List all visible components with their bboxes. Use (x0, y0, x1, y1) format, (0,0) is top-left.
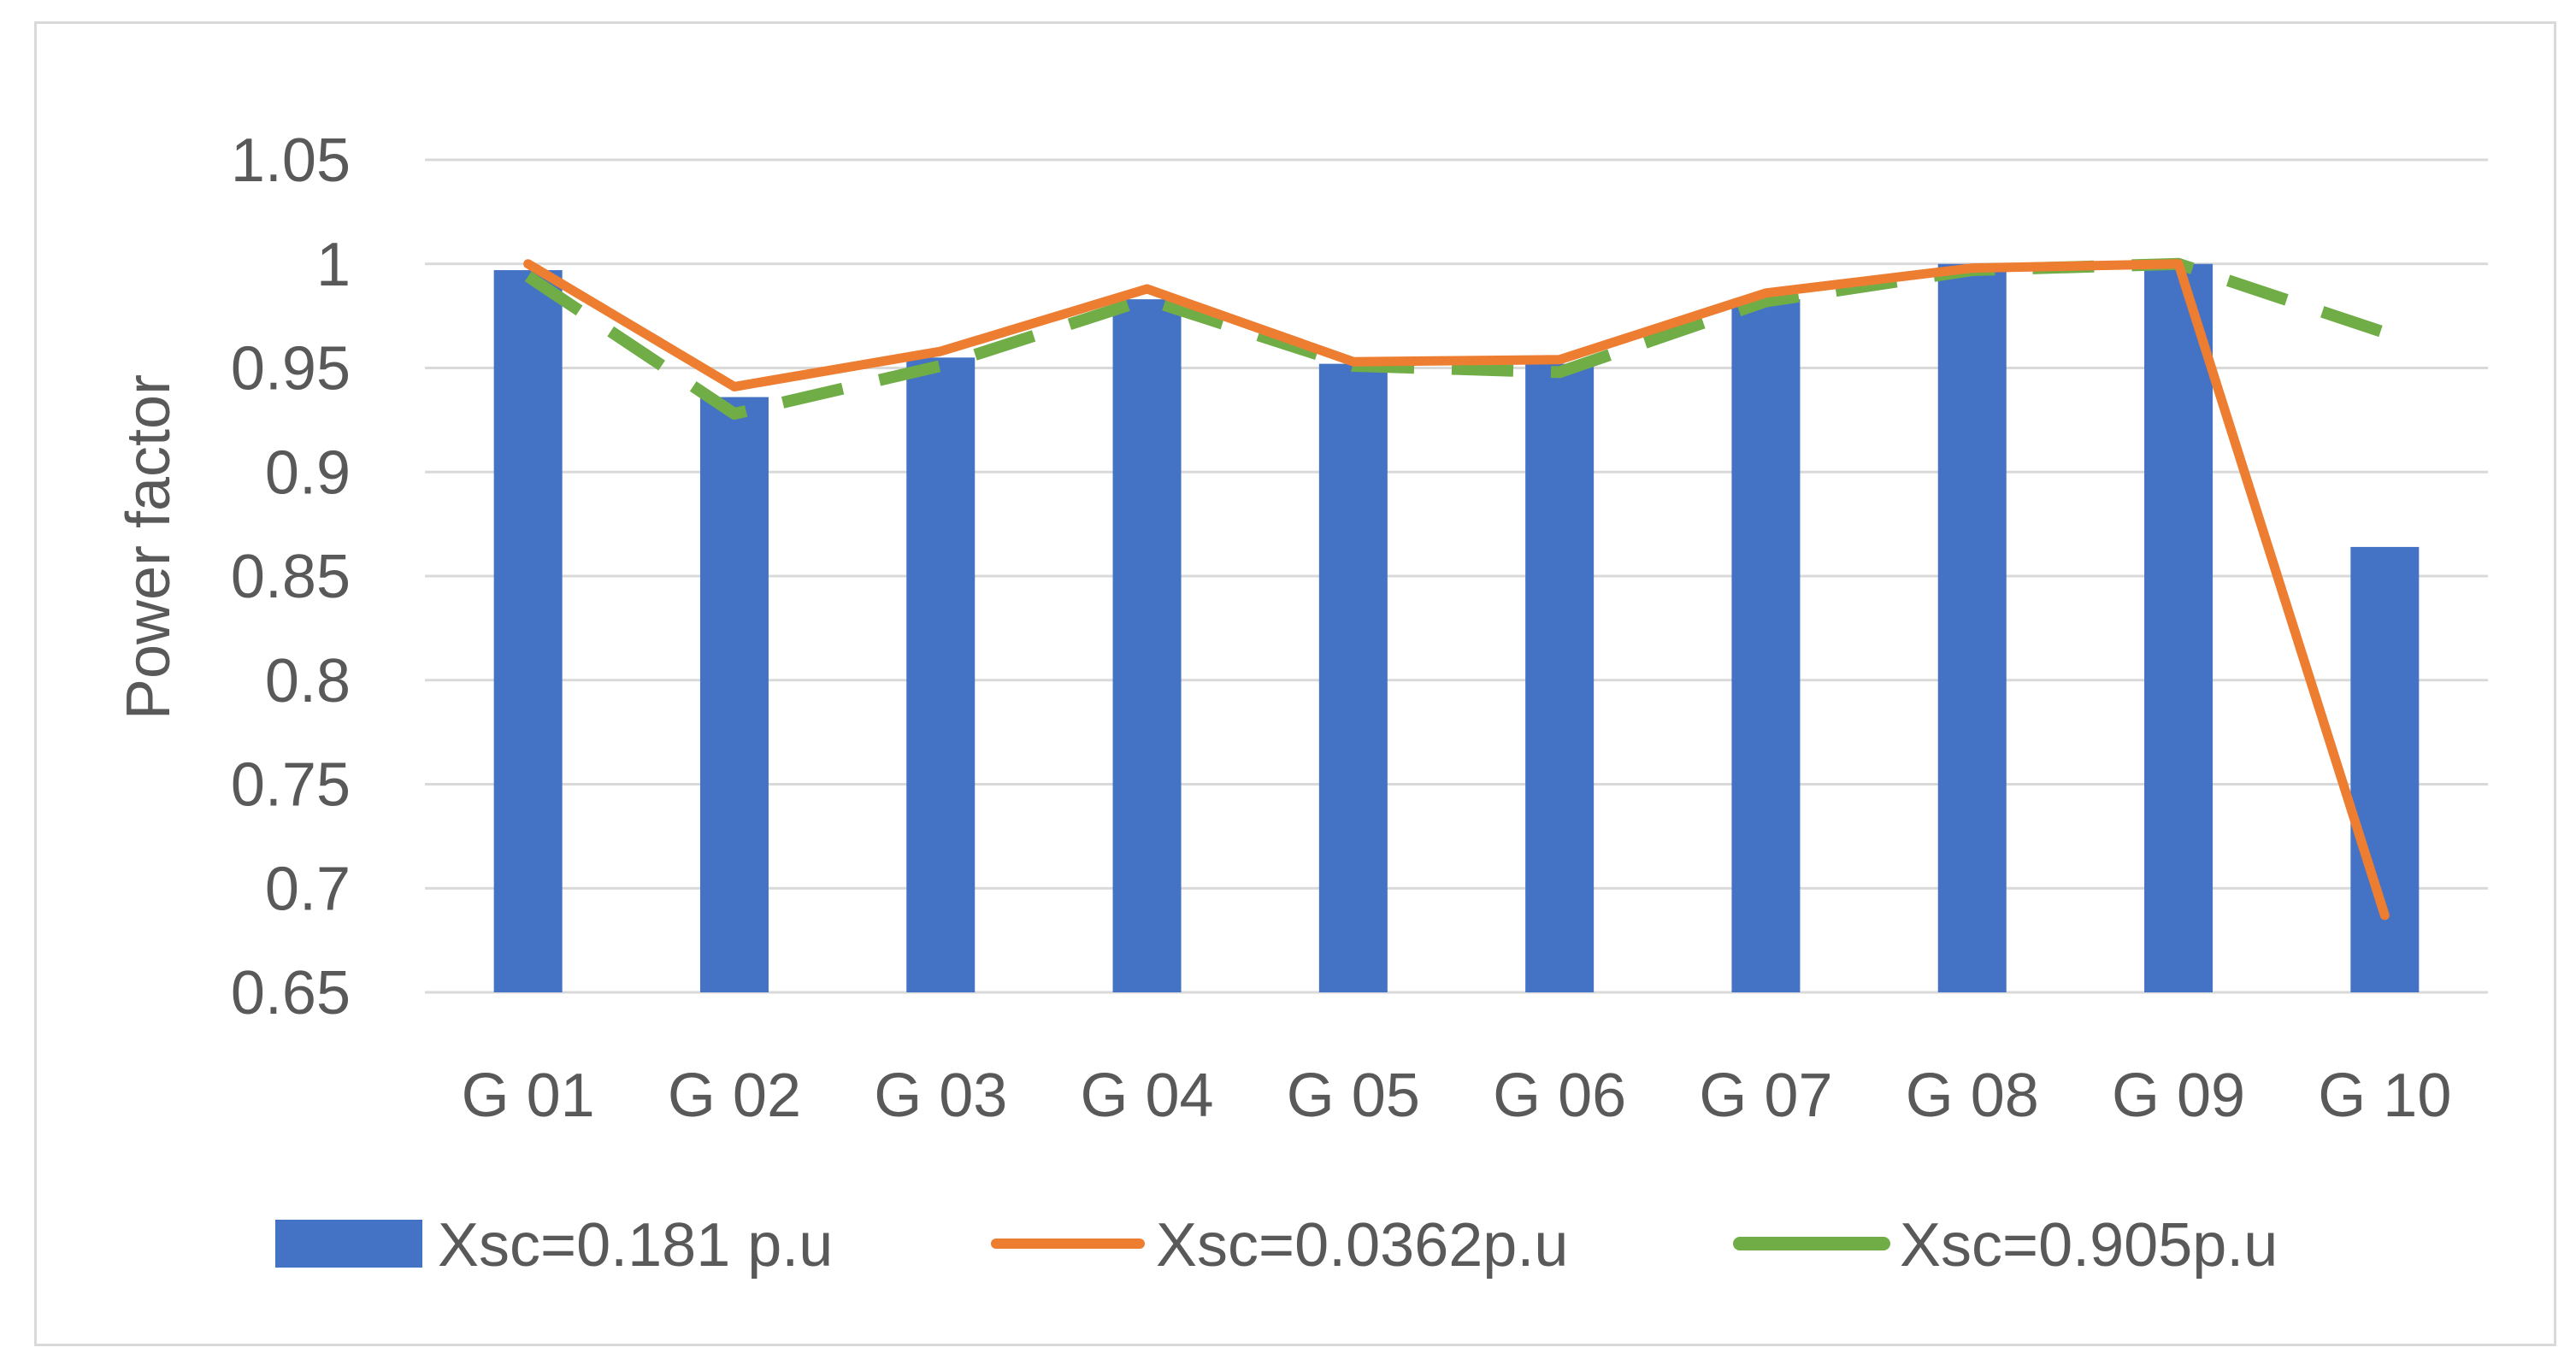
y-tick-label: 0.65 (231, 959, 351, 1027)
bar (1937, 263, 2007, 992)
bar (1318, 363, 1388, 992)
line-series (523, 257, 2390, 921)
chart-frame (34, 21, 2556, 1346)
x-tick-label: G 04 (1081, 1062, 1214, 1130)
y-tick-label: 0.8 (265, 647, 351, 715)
y-tick-label: 0.7 (265, 855, 351, 923)
legend-label: Xsc=0.905p.u (1900, 1211, 2278, 1280)
x-tick-label: G 05 (1287, 1062, 1420, 1130)
bar (2350, 546, 2420, 992)
bar (906, 357, 976, 992)
legend-swatch (275, 1220, 422, 1268)
x-axis-ticks: G 01 G 02 G 03 G 04 G 05 G 06 G 07 G 08 G 09 G 10 (462, 1062, 2452, 1130)
y-tick-label: 0.75 (231, 751, 351, 820)
bar (493, 270, 563, 992)
bar (1525, 363, 1595, 992)
bar (1112, 299, 1182, 992)
bar-series (493, 263, 2420, 993)
y-axis-title: Power factor (115, 374, 183, 720)
y-tick-label: 0.85 (231, 543, 351, 611)
x-tick-label: G 08 (1906, 1062, 2039, 1130)
legend: Xsc=0.181 p.u Xsc=0.0362p.u Xsc=0.905p.u (275, 1211, 2278, 1280)
bar (699, 397, 769, 993)
grid-layer (425, 158, 2488, 994)
y-tick-label: 1 (316, 231, 351, 299)
legend-label: Xsc=0.0362p.u (1156, 1211, 1568, 1280)
bar (1731, 299, 1801, 992)
y-tick-label: 0.95 (231, 335, 351, 403)
legend-label: Xsc=0.181 p.u (438, 1211, 833, 1280)
y-axis-ticks: 0.65 0.7 0.75 0.8 0.85 0.9 0.95 1 1.05 (231, 126, 351, 1027)
x-tick-label: G 07 (1699, 1062, 1832, 1130)
y-tick-label: 0.9 (265, 438, 351, 507)
bar (2144, 263, 2213, 992)
x-tick-label: G 06 (1493, 1062, 1626, 1130)
x-tick-label: G 09 (2112, 1062, 2245, 1130)
series-line (523, 259, 2390, 921)
x-tick-label: G 02 (668, 1062, 801, 1130)
x-tick-label: G 01 (462, 1062, 595, 1130)
x-tick-label: G 03 (874, 1062, 1007, 1130)
y-tick-label: 1.05 (231, 126, 351, 195)
series-line-dashed (524, 257, 2387, 421)
x-tick-label: G 10 (2318, 1062, 2451, 1130)
